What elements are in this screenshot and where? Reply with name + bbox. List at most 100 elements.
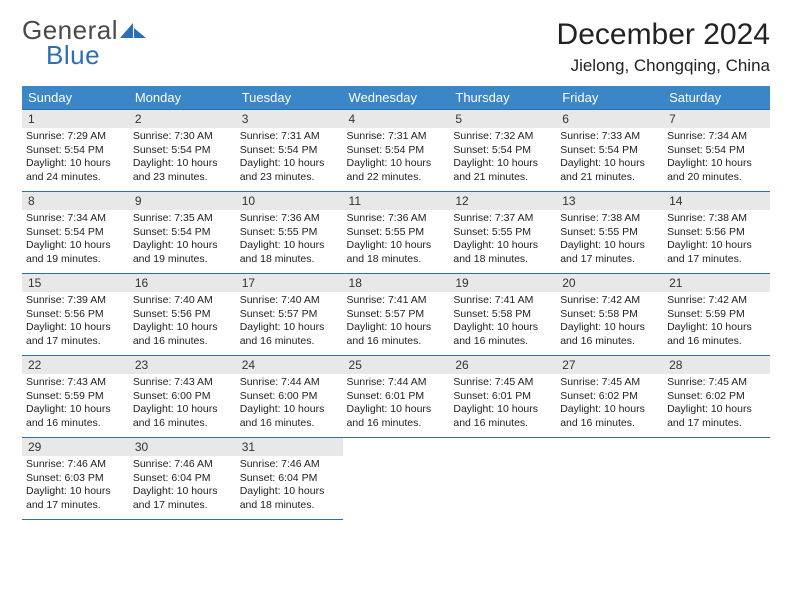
calendar-day-cell: 16Sunrise: 7:40 AMSunset: 5:56 PMDayligh… [129,274,236,356]
day-number: 25 [343,356,450,374]
day-details: Sunrise: 7:36 AMSunset: 5:55 PMDaylight:… [236,210,343,271]
day-details: Sunrise: 7:41 AMSunset: 5:57 PMDaylight:… [343,292,450,353]
day-number: 9 [129,192,236,210]
calendar-day-cell: 9Sunrise: 7:35 AMSunset: 5:54 PMDaylight… [129,192,236,274]
day-number: 17 [236,274,343,292]
calendar-day-cell: 19Sunrise: 7:41 AMSunset: 5:58 PMDayligh… [449,274,556,356]
calendar-week-row: 22Sunrise: 7:43 AMSunset: 5:59 PMDayligh… [22,356,770,438]
day-number: 31 [236,438,343,456]
day-details: Sunrise: 7:45 AMSunset: 6:02 PMDaylight:… [556,374,663,435]
day-details: Sunrise: 7:42 AMSunset: 5:58 PMDaylight:… [556,292,663,353]
calendar-day-cell: 24Sunrise: 7:44 AMSunset: 6:00 PMDayligh… [236,356,343,438]
calendar-day-cell: 17Sunrise: 7:40 AMSunset: 5:57 PMDayligh… [236,274,343,356]
day-details: Sunrise: 7:34 AMSunset: 5:54 PMDaylight:… [22,210,129,271]
day-number: 12 [449,192,556,210]
day-details: Sunrise: 7:45 AMSunset: 6:01 PMDaylight:… [449,374,556,435]
location: Jielong, Chongqing, China [557,56,770,76]
day-number: 22 [22,356,129,374]
day-number: 1 [22,110,129,128]
day-number: 3 [236,110,343,128]
day-number: 7 [663,110,770,128]
calendar-day-cell: 29Sunrise: 7:46 AMSunset: 6:03 PMDayligh… [22,438,129,520]
day-details: Sunrise: 7:44 AMSunset: 6:00 PMDaylight:… [236,374,343,435]
calendar-day-cell: 10Sunrise: 7:36 AMSunset: 5:55 PMDayligh… [236,192,343,274]
day-details: Sunrise: 7:42 AMSunset: 5:59 PMDaylight:… [663,292,770,353]
logo-sail-icon [120,21,146,42]
day-details: Sunrise: 7:33 AMSunset: 5:54 PMDaylight:… [556,128,663,189]
calendar-day-cell: 2Sunrise: 7:30 AMSunset: 5:54 PMDaylight… [129,110,236,192]
calendar-day-cell: 27Sunrise: 7:45 AMSunset: 6:02 PMDayligh… [556,356,663,438]
day-number: 6 [556,110,663,128]
calendar-week-row: 8Sunrise: 7:34 AMSunset: 5:54 PMDaylight… [22,192,770,274]
day-number: 2 [129,110,236,128]
day-number: 15 [22,274,129,292]
day-details: Sunrise: 7:38 AMSunset: 5:56 PMDaylight:… [663,210,770,271]
month-title: December 2024 [557,18,770,52]
calendar-day-cell [663,438,770,520]
calendar-header-row: SundayMondayTuesdayWednesdayThursdayFrid… [22,86,770,110]
weekday-header: Thursday [449,86,556,110]
calendar-day-cell: 26Sunrise: 7:45 AMSunset: 6:01 PMDayligh… [449,356,556,438]
calendar-day-cell: 30Sunrise: 7:46 AMSunset: 6:04 PMDayligh… [129,438,236,520]
calendar-day-cell: 6Sunrise: 7:33 AMSunset: 5:54 PMDaylight… [556,110,663,192]
day-details: Sunrise: 7:44 AMSunset: 6:01 PMDaylight:… [343,374,450,435]
day-details: Sunrise: 7:41 AMSunset: 5:58 PMDaylight:… [449,292,556,353]
day-number: 28 [663,356,770,374]
day-details: Sunrise: 7:38 AMSunset: 5:55 PMDaylight:… [556,210,663,271]
calendar-day-cell: 12Sunrise: 7:37 AMSunset: 5:55 PMDayligh… [449,192,556,274]
weekday-header: Sunday [22,86,129,110]
day-details: Sunrise: 7:46 AMSunset: 6:04 PMDaylight:… [129,456,236,517]
day-details: Sunrise: 7:30 AMSunset: 5:54 PMDaylight:… [129,128,236,189]
calendar-day-cell: 18Sunrise: 7:41 AMSunset: 5:57 PMDayligh… [343,274,450,356]
calendar-day-cell: 3Sunrise: 7:31 AMSunset: 5:54 PMDaylight… [236,110,343,192]
weekday-header: Wednesday [343,86,450,110]
day-details: Sunrise: 7:31 AMSunset: 5:54 PMDaylight:… [236,128,343,189]
day-number: 11 [343,192,450,210]
day-details: Sunrise: 7:43 AMSunset: 5:59 PMDaylight:… [22,374,129,435]
calendar-day-cell [449,438,556,520]
day-details: Sunrise: 7:32 AMSunset: 5:54 PMDaylight:… [449,128,556,189]
calendar-day-cell: 4Sunrise: 7:31 AMSunset: 5:54 PMDaylight… [343,110,450,192]
calendar-week-row: 29Sunrise: 7:46 AMSunset: 6:03 PMDayligh… [22,438,770,520]
day-details: Sunrise: 7:40 AMSunset: 5:56 PMDaylight:… [129,292,236,353]
day-number: 18 [343,274,450,292]
calendar-day-cell [556,438,663,520]
day-number: 23 [129,356,236,374]
day-details: Sunrise: 7:31 AMSunset: 5:54 PMDaylight:… [343,128,450,189]
day-details: Sunrise: 7:46 AMSunset: 6:03 PMDaylight:… [22,456,129,517]
day-number: 29 [22,438,129,456]
calendar-week-row: 15Sunrise: 7:39 AMSunset: 5:56 PMDayligh… [22,274,770,356]
day-details: Sunrise: 7:35 AMSunset: 5:54 PMDaylight:… [129,210,236,271]
calendar-day-cell: 15Sunrise: 7:39 AMSunset: 5:56 PMDayligh… [22,274,129,356]
logo-word2: Blue [46,43,100,68]
calendar-day-cell: 8Sunrise: 7:34 AMSunset: 5:54 PMDaylight… [22,192,129,274]
day-details: Sunrise: 7:39 AMSunset: 5:56 PMDaylight:… [22,292,129,353]
day-details: Sunrise: 7:46 AMSunset: 6:04 PMDaylight:… [236,456,343,517]
calendar-week-row: 1Sunrise: 7:29 AMSunset: 5:54 PMDaylight… [22,110,770,192]
day-number: 14 [663,192,770,210]
calendar-day-cell: 13Sunrise: 7:38 AMSunset: 5:55 PMDayligh… [556,192,663,274]
weekday-header: Friday [556,86,663,110]
day-number: 30 [129,438,236,456]
calendar-day-cell: 23Sunrise: 7:43 AMSunset: 6:00 PMDayligh… [129,356,236,438]
calendar-day-cell: 21Sunrise: 7:42 AMSunset: 5:59 PMDayligh… [663,274,770,356]
calendar-day-cell: 14Sunrise: 7:38 AMSunset: 5:56 PMDayligh… [663,192,770,274]
title-block: December 2024 Jielong, Chongqing, China [557,18,770,76]
day-number: 26 [449,356,556,374]
weekday-header: Monday [129,86,236,110]
calendar-day-cell: 1Sunrise: 7:29 AMSunset: 5:54 PMDaylight… [22,110,129,192]
weekday-header: Tuesday [236,86,343,110]
calendar-day-cell: 7Sunrise: 7:34 AMSunset: 5:54 PMDaylight… [663,110,770,192]
day-number: 4 [343,110,450,128]
day-number: 27 [556,356,663,374]
day-details: Sunrise: 7:40 AMSunset: 5:57 PMDaylight:… [236,292,343,353]
calendar-day-cell: 25Sunrise: 7:44 AMSunset: 6:01 PMDayligh… [343,356,450,438]
day-details: Sunrise: 7:29 AMSunset: 5:54 PMDaylight:… [22,128,129,189]
day-details: Sunrise: 7:36 AMSunset: 5:55 PMDaylight:… [343,210,450,271]
calendar-day-cell: 5Sunrise: 7:32 AMSunset: 5:54 PMDaylight… [449,110,556,192]
weekday-header: Saturday [663,86,770,110]
day-number: 20 [556,274,663,292]
calendar-table: SundayMondayTuesdayWednesdayThursdayFrid… [22,86,770,520]
day-number: 13 [556,192,663,210]
calendar-day-cell: 22Sunrise: 7:43 AMSunset: 5:59 PMDayligh… [22,356,129,438]
